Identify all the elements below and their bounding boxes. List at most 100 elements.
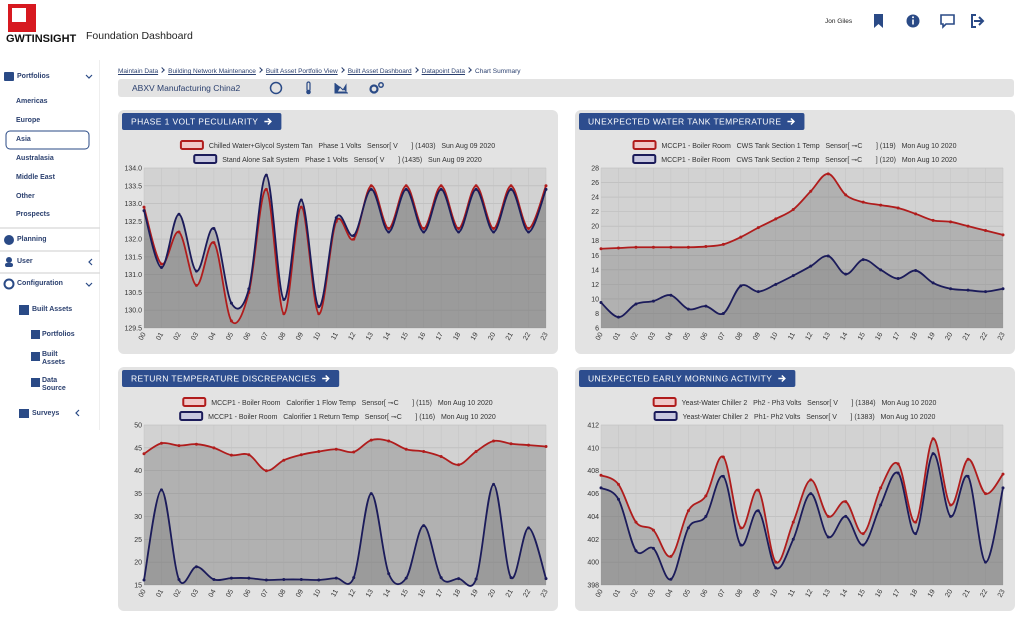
breadcrumb-item[interactable]: Chart Summary <box>475 68 521 75</box>
y-tick-label: 10 <box>591 296 599 303</box>
x-tick-label: 14 <box>839 331 849 341</box>
nav-item[interactable]: Portfolios <box>42 331 75 338</box>
data-point <box>422 450 426 454</box>
breadcrumb-item[interactable]: Maintain Data <box>118 68 159 75</box>
portfolios-sub-icon <box>31 330 40 339</box>
x-tick-label: 21 <box>505 588 515 598</box>
y-tick-label: 18 <box>591 238 599 245</box>
site-name[interactable]: ABXV Manufacturing China2 <box>132 83 241 93</box>
legend-swatch <box>182 397 207 407</box>
user-icon <box>6 257 12 263</box>
data-point <box>616 497 620 501</box>
nav-item[interactable]: Prospects <box>16 211 50 218</box>
chart: UNEXPECTED WATER TANK TEMPERATURE MCCP1 -… <box>579 113 1007 342</box>
y-tick-label: 35 <box>134 491 142 498</box>
x-tick-label: 07 <box>717 588 727 598</box>
data-point <box>616 315 620 319</box>
surveys-icon <box>19 409 29 418</box>
nav-item[interactable]: Asia <box>16 136 31 143</box>
x-tick-label: 17 <box>892 331 902 341</box>
data-point <box>194 269 198 273</box>
nav-item[interactable]: Other <box>16 193 35 200</box>
breadcrumb-item[interactable]: Building Network Maintenance <box>168 68 256 75</box>
x-tick-label: 02 <box>173 331 183 341</box>
chevron <box>75 409 80 417</box>
data-point <box>317 312 321 316</box>
data-point <box>299 198 303 202</box>
chart-icon[interactable] <box>334 83 348 94</box>
x-tick-label: 04 <box>665 588 675 598</box>
x-tick-label: 07 <box>717 331 727 341</box>
settings-icon[interactable] <box>369 84 379 94</box>
data-point <box>229 301 233 305</box>
help-icon[interactable] <box>269 81 283 95</box>
nav-item[interactable]: Built Assets <box>32 306 73 313</box>
logout-icon[interactable] <box>971 14 985 28</box>
nav-item[interactable]: Americas <box>16 98 48 105</box>
nav-item[interactable]: Portfolios <box>17 73 50 80</box>
x-tick-label: 08 <box>735 331 745 341</box>
data-point <box>984 492 988 496</box>
series-area <box>144 439 546 585</box>
breadcrumb-item[interactable]: Datapoint Data <box>421 68 466 75</box>
data-point <box>457 463 461 467</box>
x-tick-label: 01 <box>155 331 165 341</box>
legend-swatch <box>632 140 657 150</box>
breadcrumb-item[interactable]: Built Asset Portfolio View <box>265 68 338 75</box>
data-point <box>651 245 655 249</box>
x-tick-label: 13 <box>365 588 375 598</box>
bookmark-icon[interactable] <box>874 14 883 28</box>
data-point <box>686 526 690 530</box>
nav-item[interactable]: Configuration <box>17 280 63 287</box>
data-point <box>949 287 953 291</box>
data-point <box>704 494 708 498</box>
x-tick-label: 08 <box>735 588 745 598</box>
y-tick-label: 131.0 <box>124 272 142 279</box>
built-assets-sub-icon <box>31 352 40 361</box>
x-tick-label: 15 <box>400 331 410 341</box>
nav-item[interactable]: Europe <box>16 117 41 124</box>
nav-item[interactable]: Built Assets <box>42 351 65 366</box>
series-line <box>143 438 547 472</box>
thermometer-icon[interactable] <box>306 81 311 92</box>
data-point <box>651 546 655 550</box>
data-point <box>669 577 673 581</box>
chart-panel: UNEXPECTED WATER TANK TEMPERATURE MCCP1 -… <box>575 110 1015 354</box>
data-point <box>352 576 356 580</box>
data-point <box>861 532 865 536</box>
user-icon-body <box>5 263 13 267</box>
chart-title-button[interactable] <box>122 113 282 130</box>
data-point <box>229 576 233 580</box>
data-point <box>914 269 918 273</box>
breadcrumb-item[interactable]: Built Asset Dashboard <box>347 68 412 75</box>
legend-label: MCCP1 - Boiler Room Calorifier 1 Flow Te… <box>211 400 493 407</box>
nav-item[interactable]: User <box>17 258 33 265</box>
title-arrow <box>264 117 272 126</box>
data-point <box>809 492 813 496</box>
chart-title-button[interactable] <box>579 113 805 130</box>
y-tick-label: 16 <box>591 253 599 260</box>
nav-item[interactable]: Australasia <box>16 155 54 162</box>
data-point <box>791 537 795 541</box>
nav-item[interactable]: Planning <box>17 236 47 243</box>
nav-item[interactable]: Middle East <box>16 174 55 181</box>
data-point <box>352 234 356 238</box>
data-point <box>704 245 708 249</box>
data-point <box>387 226 391 230</box>
chart-title-button[interactable] <box>579 370 796 387</box>
data-point <box>142 578 146 582</box>
x-tick-label: 04 <box>208 588 218 598</box>
data-point <box>896 277 900 281</box>
nav-item[interactable]: Data Source <box>42 377 66 392</box>
chart-title-button[interactable] <box>122 370 340 387</box>
x-tick-label: 16 <box>417 588 427 598</box>
message-icon[interactable] <box>940 14 955 29</box>
data-point <box>352 237 356 241</box>
data-point <box>931 437 935 441</box>
x-tick-label: 15 <box>400 588 410 598</box>
series-area <box>144 484 546 586</box>
x-tick-label: 16 <box>417 331 427 341</box>
x-tick-label: 14 <box>382 588 392 598</box>
nav-item[interactable]: Surveys <box>32 410 60 417</box>
